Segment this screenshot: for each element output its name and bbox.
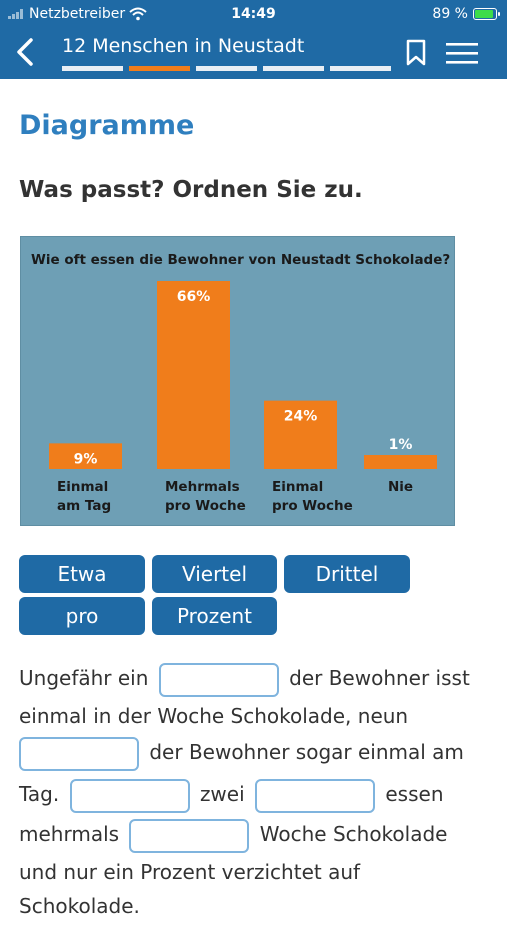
progress-segment — [196, 66, 257, 71]
answer-gap-5[interactable] — [129, 818, 250, 853]
category-label: Nie — [388, 479, 413, 495]
cloze-text-segment: Tag. — [19, 782, 60, 806]
status-time: 14:49 — [231, 6, 276, 22]
bar-4 — [364, 455, 437, 469]
cloze-text-segment: und nur ein Prozent verzichtet auf — [19, 860, 361, 884]
category-label: pro Woche — [165, 498, 246, 514]
cloze-text-segment: Schokolade. — [19, 894, 140, 918]
cloze-text-segment: zwei — [199, 782, 245, 806]
bar-value-label: 1% — [389, 437, 413, 453]
bar-chart: Wie oft essen die Bewohner von Neustadt … — [20, 236, 455, 526]
answer-gap-4[interactable] — [255, 778, 376, 813]
hamburger-menu-icon[interactable] — [446, 41, 478, 65]
cloze-text-segment: Ungefähr ein — [19, 666, 149, 690]
bar-value-label: 9% — [74, 451, 98, 467]
signal-icon — [8, 9, 23, 19]
bar-value-label: 66% — [177, 289, 211, 305]
chart-title: Wie oft essen die Bewohner von Neustadt … — [31, 252, 450, 268]
section-heading: Diagramme — [19, 110, 195, 141]
bar-2 — [157, 281, 230, 469]
battery-percent: 89 % — [432, 6, 468, 22]
cloze-text-segment: Woche Schokolade — [259, 822, 448, 846]
wifi-icon — [129, 7, 147, 21]
battery-icon — [473, 8, 500, 20]
bar-value-label: 24% — [284, 409, 318, 425]
status-bar: Netzbetreiber 14:49 89 % — [0, 0, 507, 28]
category-label: am Tag — [57, 498, 111, 514]
task-instruction: Was passt? Ordnen Sie zu. — [19, 177, 363, 203]
chapter-title: 12 Menschen in Neustadt — [62, 35, 305, 57]
category-label: Mehrmals — [165, 479, 240, 495]
answer-gap-3[interactable] — [69, 778, 190, 813]
word-tile-viertel[interactable]: Viertel — [152, 555, 277, 593]
progress-segment — [62, 66, 123, 71]
cloze-text-segment: einmal in der Woche Schokolade, neun — [19, 704, 409, 728]
carrier-name: Netzbetreiber — [29, 6, 126, 22]
chart-canvas: Wie oft essen die Bewohner von Neustadt … — [31, 252, 450, 514]
progress-segment — [330, 66, 391, 71]
cloze-text-segment: essen — [385, 782, 444, 806]
word-tile-prozent[interactable]: Prozent — [152, 597, 277, 635]
word-tile-etwa[interactable]: Etwa — [19, 555, 145, 593]
category-label: Einmal — [57, 479, 108, 495]
bookmark-icon[interactable] — [404, 39, 428, 67]
cloze-text-segment: mehrmals — [19, 822, 120, 846]
cloze-text-segment: der Bewohner sogar einmal am — [149, 740, 464, 764]
answer-gap-2[interactable] — [19, 736, 139, 771]
category-label: Einmal — [272, 479, 323, 495]
chapter-progress — [62, 66, 391, 71]
back-chevron-icon[interactable] — [12, 36, 40, 68]
progress-segment — [263, 66, 324, 71]
answer-gap-1[interactable] — [158, 662, 279, 697]
word-tile-drittel[interactable]: Drittel — [284, 555, 410, 593]
bar-1 — [49, 443, 122, 469]
category-label: pro Woche — [272, 498, 353, 514]
word-tile-pro[interactable]: pro — [19, 597, 145, 635]
cloze-text-segment: der Bewohner isst — [289, 666, 470, 690]
bar-3 — [264, 400, 337, 469]
progress-segment — [129, 66, 190, 71]
app-header: Netzbetreiber 14:49 89 % 12 Menschen in … — [0, 0, 507, 79]
